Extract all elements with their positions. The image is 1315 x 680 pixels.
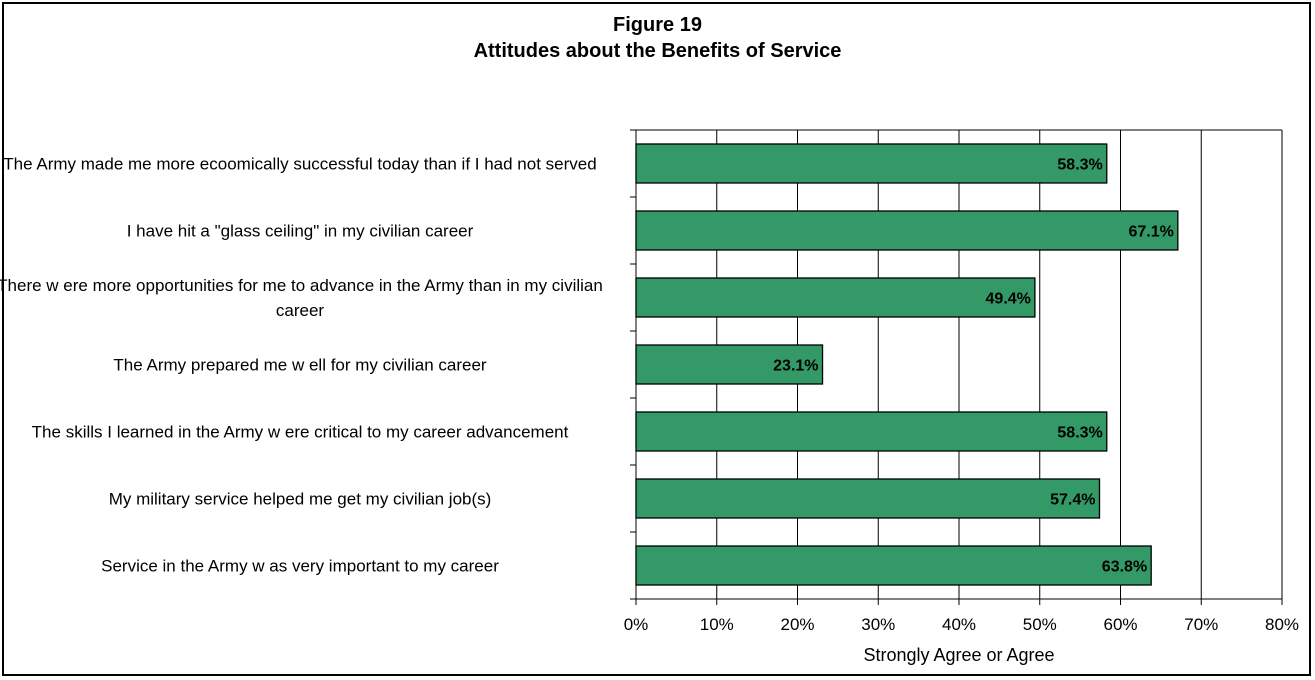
x-tick-label: 70% xyxy=(1184,615,1218,634)
bar xyxy=(635,411,1108,452)
bar xyxy=(635,210,1179,251)
x-axis-label: Strongly Agree or Agree xyxy=(863,645,1054,665)
bar xyxy=(635,344,824,385)
category-label: Service in the Army w as very important … xyxy=(101,556,499,575)
x-tick-label: 0% xyxy=(624,615,649,634)
bar-value-label: 67.1% xyxy=(1128,224,1173,241)
bar-value-label: 63.8% xyxy=(1102,559,1147,576)
bar xyxy=(635,545,1152,586)
x-tick-label: 80% xyxy=(1265,615,1299,634)
axes: 0% 10% 20% 30% 40% 50% 60% 70% 80% xyxy=(624,129,1299,634)
chart-title-block: Figure 19 Attitudes about the Benefits o… xyxy=(0,12,1315,64)
bars: 58.3% 67.1% 49.4% 23.1% 58.3% 57.4% 63.8% xyxy=(635,143,1179,586)
bar-value-label: 57.4% xyxy=(1050,492,1095,509)
x-tick-label: 60% xyxy=(1103,615,1137,634)
bar xyxy=(635,478,1101,519)
bar xyxy=(635,143,1108,184)
x-tick-label: 10% xyxy=(700,615,734,634)
bar-value-label: 58.3% xyxy=(1057,157,1102,174)
bar-value-label: 23.1% xyxy=(773,358,818,375)
category-label: I have hit a "glass ceiling" in my civil… xyxy=(126,221,474,240)
x-tick-label: 20% xyxy=(780,615,814,634)
x-tick-label: 40% xyxy=(942,615,976,634)
category-label: My military service helped me get my civ… xyxy=(108,489,492,508)
category-label: The Army made me more ecoomically succes… xyxy=(3,154,597,173)
category-label: The skills I learned in the Army w ere c… xyxy=(31,422,569,441)
x-tick-label: 50% xyxy=(1023,615,1057,634)
bar xyxy=(635,277,1036,318)
bar-value-label: 49.4% xyxy=(986,291,1031,308)
category-label: There w ere more opportunities for me to… xyxy=(0,275,603,320)
category-label: The Army prepared me w ell for my civili… xyxy=(113,355,487,374)
chart-title: Figure 19 xyxy=(613,14,702,36)
x-tick-label: 30% xyxy=(861,615,895,634)
bar-value-label: 58.3% xyxy=(1057,425,1102,442)
chart-subtitle: Attitudes about the Benefits of Service xyxy=(473,40,842,62)
